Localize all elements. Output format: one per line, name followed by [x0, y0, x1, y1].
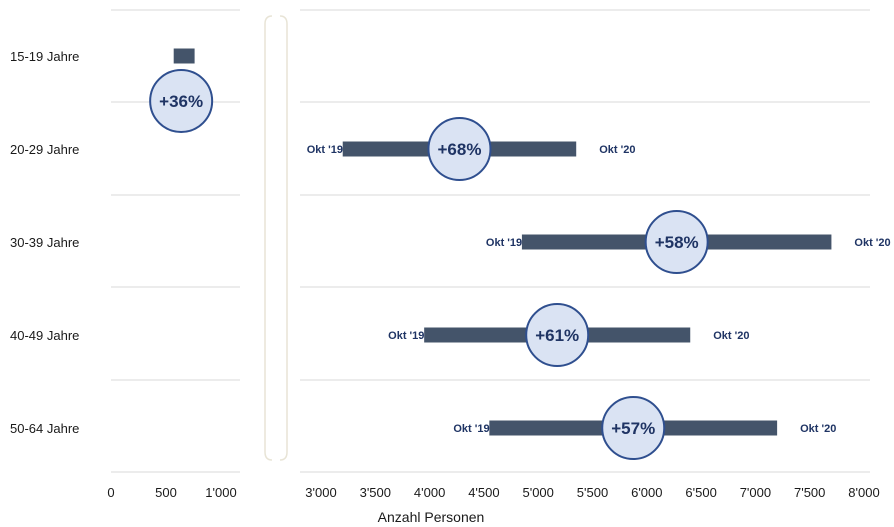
category-label: 40-49 Jahre [10, 328, 79, 343]
end-label: Okt '20 [713, 330, 749, 342]
x-tick-label: 4'500 [468, 485, 499, 500]
x-tick-label: 1'000 [205, 485, 236, 500]
end-label: Okt '20 [854, 237, 890, 249]
change-bubble [644, 210, 709, 274]
labels-layer: 15-19 Jahre 20-29 Jahre 30-39 Jahre 40-49 J… [10, 49, 891, 460]
x-tick-label: 4'000 [414, 485, 445, 500]
axis-break-bracket [264, 15, 288, 461]
x-tick-label: 3'500 [360, 485, 391, 500]
start-label: Okt '19 [307, 144, 343, 156]
x-tick-label: 6'000 [631, 485, 662, 500]
category-label: 50-64 Jahre [10, 421, 79, 436]
change-label: +58% [655, 233, 699, 252]
change-label: +57% [611, 419, 655, 438]
end-label: Okt '20 [800, 423, 836, 435]
change-bubble [601, 396, 666, 460]
start-label: Okt '19 [486, 237, 522, 249]
start-label: Okt '19 [388, 330, 424, 342]
change-label: +61% [535, 326, 579, 345]
range-bar [173, 48, 195, 64]
change-label: +36% [159, 92, 203, 111]
category-label: 30-39 Jahre [10, 235, 79, 250]
x-tick-label: 3'000 [305, 485, 336, 500]
x-tick-label: 8'000 [848, 485, 879, 500]
change-bubble [525, 303, 590, 367]
x-ticks: 0 500 1'000 3'000 3'500 4'000 4'500 5'000 5'500 6… [107, 485, 879, 500]
x-tick-label: 6'500 [685, 485, 716, 500]
start-label: Okt '19 [453, 423, 489, 435]
change-bubble [149, 69, 214, 133]
gridlines [111, 9, 870, 473]
change-bubble [427, 117, 492, 181]
x-tick-label: 7'000 [740, 485, 771, 500]
x-tick-label: 7'500 [794, 485, 825, 500]
category-label: 15-19 Jahre [10, 49, 79, 64]
x-tick-label: 500 [155, 485, 177, 500]
x-tick-label: 5'000 [522, 485, 553, 500]
end-label: Okt '20 [599, 144, 635, 156]
x-tick-label: 5'500 [577, 485, 608, 500]
change-label: +68% [437, 140, 481, 159]
category-label: 20-29 Jahre [10, 142, 79, 157]
x-axis-title: Anzahl Personen [378, 509, 485, 525]
x-tick-label: 0 [107, 485, 114, 500]
